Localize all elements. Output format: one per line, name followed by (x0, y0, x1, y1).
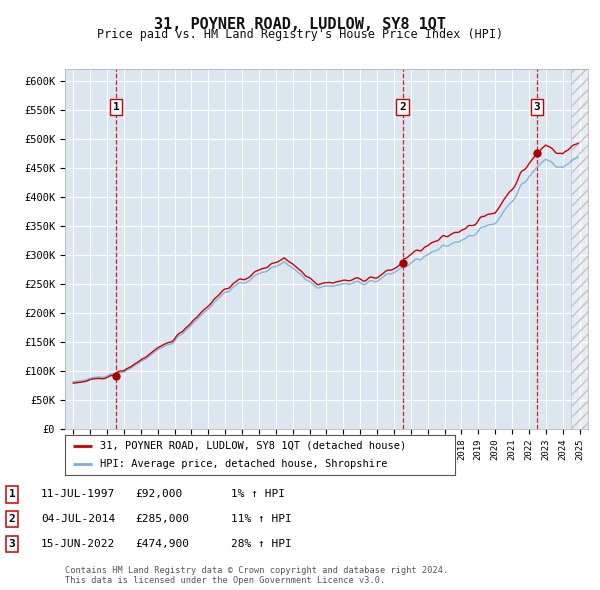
Text: £92,000: £92,000 (135, 490, 182, 499)
Text: 3: 3 (8, 539, 16, 549)
Text: 1: 1 (113, 102, 119, 112)
Text: £474,900: £474,900 (135, 539, 189, 549)
Text: 11% ↑ HPI: 11% ↑ HPI (231, 514, 292, 524)
Text: 2: 2 (399, 102, 406, 112)
Text: 15-JUN-2022: 15-JUN-2022 (41, 539, 115, 549)
Bar (571, 69, 588, 429)
Text: 3: 3 (533, 102, 540, 112)
Text: 04-JUL-2014: 04-JUL-2014 (41, 514, 115, 524)
Text: 2: 2 (8, 514, 16, 524)
Text: 1% ↑ HPI: 1% ↑ HPI (231, 490, 285, 499)
Text: 31, POYNER ROAD, LUDLOW, SY8 1QT: 31, POYNER ROAD, LUDLOW, SY8 1QT (154, 17, 446, 31)
Text: 1: 1 (8, 490, 16, 499)
Text: Price paid vs. HM Land Registry's House Price Index (HPI): Price paid vs. HM Land Registry's House … (97, 28, 503, 41)
Text: £285,000: £285,000 (135, 514, 189, 524)
Text: Contains HM Land Registry data © Crown copyright and database right 2024.
This d: Contains HM Land Registry data © Crown c… (65, 566, 448, 585)
Text: 11-JUL-1997: 11-JUL-1997 (41, 490, 115, 499)
Bar (571, 69, 588, 429)
Text: HPI: Average price, detached house, Shropshire: HPI: Average price, detached house, Shro… (100, 459, 388, 469)
Text: 31, POYNER ROAD, LUDLOW, SY8 1QT (detached house): 31, POYNER ROAD, LUDLOW, SY8 1QT (detach… (100, 441, 406, 451)
Text: 28% ↑ HPI: 28% ↑ HPI (231, 539, 292, 549)
